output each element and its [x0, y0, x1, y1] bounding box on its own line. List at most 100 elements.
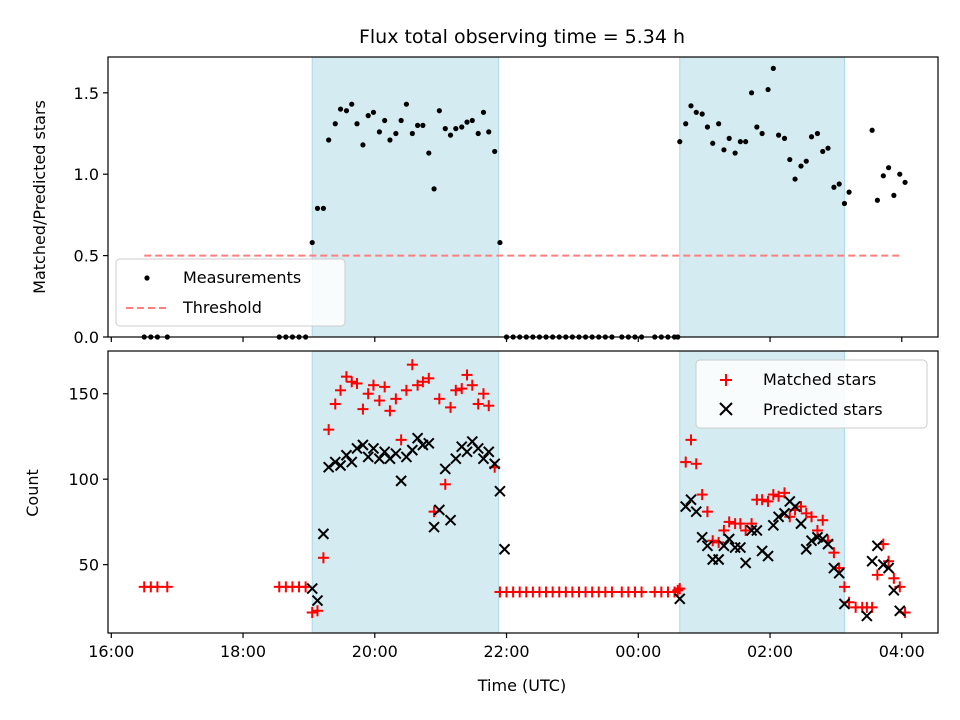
bottom-y-ticks: 50 100 150: [68, 385, 108, 575]
predicted-star-point: [433, 504, 446, 516]
bottom-y-tick-label: 50: [79, 556, 99, 575]
top-shaded-interval: [679, 56, 845, 338]
measurement-point: [393, 130, 399, 137]
matched-star-point: [674, 583, 686, 595]
predicted-star-point: [739, 557, 752, 569]
bottom-legend-box: [695, 359, 928, 429]
predicted-star-point: [494, 485, 506, 497]
measurement-point: [754, 124, 760, 130]
top-legend-box: [115, 258, 346, 327]
measurement-point: [732, 150, 738, 156]
bottom-x-ticks: 16:00 18:00 20:00 22:00 00:00 02:00 04:00: [88, 633, 925, 661]
predicted-star-point: [477, 452, 490, 465]
measurement-point: [704, 124, 711, 130]
measurement-point: [343, 108, 350, 114]
measurement-point: [808, 134, 815, 140]
matched-star-point: [680, 456, 692, 468]
x-tick-label: 00:00: [615, 642, 661, 661]
predicted-star-point: [322, 461, 335, 473]
measurement-point: [891, 192, 897, 198]
predicted-star-point: [472, 442, 484, 455]
matched-star-point: [311, 605, 323, 617]
predicted-star-point: [772, 511, 785, 523]
matched-star-point: [306, 606, 318, 618]
top-y-tick-label: 1.5: [74, 84, 99, 103]
matched-star-point: [346, 376, 358, 388]
matched-star-point: [406, 359, 418, 371]
matched-star-point: [461, 369, 473, 381]
measurement-point: [836, 181, 842, 187]
predicted-star-point: [882, 562, 895, 574]
matched-star-point: [367, 379, 379, 391]
predicted-star-point: [734, 541, 747, 554]
matched-star-point: [329, 398, 341, 410]
matched-star-point: [439, 478, 451, 490]
matched-star-point: [767, 489, 779, 501]
measurement-point: [365, 113, 371, 119]
matched-star-point: [373, 395, 385, 407]
measurement-point: [699, 111, 705, 117]
bottom-legend: Matched stars Predicted stars: [695, 359, 928, 429]
predicted-star-point: [690, 505, 702, 518]
matched-star-point: [357, 403, 369, 415]
x-tick-label: 22:00: [483, 642, 529, 661]
measurement-point: [370, 109, 377, 115]
x-tick-label: 20:00: [352, 642, 398, 661]
matched-star-point: [838, 581, 850, 593]
measurement-point: [415, 122, 421, 128]
measurement-point: [403, 101, 410, 107]
legend-threshold-label: Threshold: [182, 298, 262, 317]
predicted-star-point: [789, 500, 801, 513]
matched-star-point: [734, 518, 746, 530]
legend-matched-label: Matched stars: [763, 370, 876, 389]
measurement-point: [459, 124, 465, 130]
matched-star-point: [696, 489, 708, 501]
measurement-point: [486, 129, 492, 135]
measurement-point: [314, 205, 321, 211]
x-tick-label: 18:00: [220, 642, 266, 661]
matched-star-point: [795, 501, 807, 513]
bottom-predicted-points: [306, 432, 906, 622]
matched-star-point: [740, 524, 752, 536]
predicted-star-point: [334, 459, 347, 472]
predicted-star-point: [450, 452, 462, 465]
predicted-star-point: [751, 524, 763, 537]
matched-star-point: [718, 524, 730, 536]
predicted-star-point: [340, 449, 353, 461]
measurement-point: [398, 117, 404, 124]
measurement-point: [825, 145, 831, 151]
measurement-point: [803, 158, 809, 164]
predicted-star-point: [329, 456, 341, 468]
top-legend: Measurements Threshold: [115, 258, 346, 327]
x-axis-label: Time (UTC): [477, 676, 566, 695]
predicted-star-point: [805, 535, 818, 547]
measurement-point: [770, 65, 776, 71]
measurement-point: [688, 103, 694, 109]
predicted-star-point: [696, 531, 708, 543]
measurement-point: [710, 140, 716, 146]
measurement-point: [693, 109, 699, 115]
measurement-point: [869, 127, 875, 133]
measurement-point: [737, 139, 743, 145]
predicted-star-point: [762, 550, 774, 562]
measurement-point: [902, 179, 908, 185]
measurement-point: [320, 205, 327, 211]
matched-star-point: [723, 516, 735, 528]
predicted-star-point: [395, 475, 407, 487]
measurement-point: [841, 200, 848, 207]
predicted-star-point: [866, 555, 878, 567]
predicted-star-point: [833, 567, 845, 579]
matched-star-point: [384, 405, 396, 417]
measurement-point: [897, 171, 903, 177]
matched-star-point: [888, 572, 900, 584]
predicted-star-point: [701, 540, 714, 552]
matched-star-point: [483, 400, 495, 412]
predicted-star-point: [718, 540, 730, 552]
predicted-star-point: [439, 463, 451, 475]
predicted-star-point: [800, 543, 812, 555]
matched-star-point: [466, 379, 478, 391]
matched-star-point: [606, 586, 618, 598]
top-axes-frame: [107, 56, 939, 338]
measurement-point: [387, 137, 393, 143]
measurement-point: [337, 106, 344, 112]
